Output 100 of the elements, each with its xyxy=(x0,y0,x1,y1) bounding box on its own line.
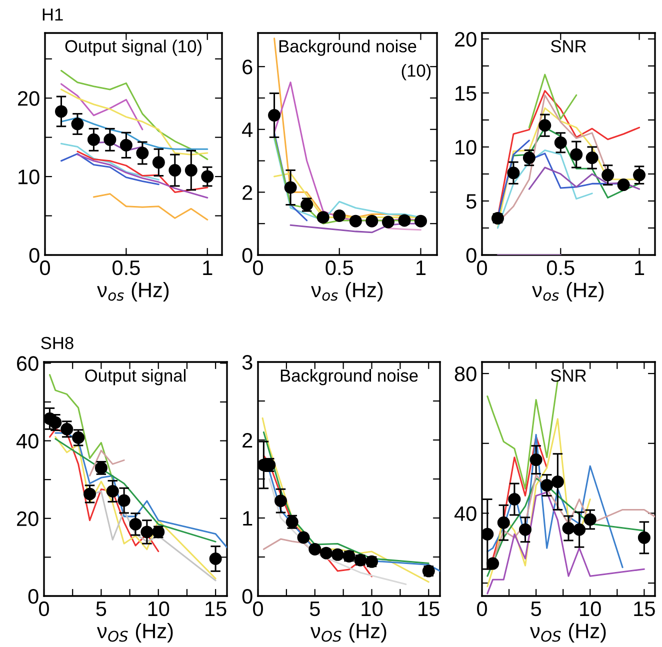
y-tick-label: 0 xyxy=(466,248,476,263)
point xyxy=(284,181,297,194)
x-axis-title: ν$_{os}$ (Hz) xyxy=(311,282,383,302)
y-tick-label: 0 xyxy=(28,589,38,604)
x-tick-label: 15 xyxy=(418,602,440,616)
x-tick-label: 0 xyxy=(40,260,50,276)
point xyxy=(71,118,84,130)
point xyxy=(366,214,378,228)
line-series xyxy=(60,70,208,160)
point xyxy=(87,133,100,146)
point xyxy=(482,528,494,540)
x-tick-label: 0 xyxy=(39,601,49,616)
line-series xyxy=(54,438,216,542)
line-series xyxy=(486,418,591,588)
line-series xyxy=(496,149,593,229)
point xyxy=(414,214,427,228)
point xyxy=(617,178,630,192)
point xyxy=(140,526,154,538)
y-tick-label: 20 xyxy=(455,32,476,47)
point xyxy=(118,494,130,507)
chart-title: Background noise xyxy=(279,40,416,56)
y-tick-label: 40 xyxy=(454,506,476,521)
point xyxy=(136,146,149,160)
x-axis-title: ν$_{os}$ (Hz) xyxy=(97,282,169,302)
point xyxy=(120,138,132,152)
line-series xyxy=(60,116,208,150)
x-tick-label: 0 xyxy=(253,601,263,616)
y-tick-label: 5 xyxy=(466,194,476,209)
x-tick-label: 0.5 xyxy=(326,260,353,276)
x-axis-title: ν$_{OS}$ (Hz) xyxy=(530,623,606,642)
chart-title: SNR xyxy=(550,40,586,52)
point xyxy=(268,109,281,122)
x-tick-label: 0 xyxy=(477,601,487,616)
x-tick-label: 15 xyxy=(634,602,655,616)
chart-title: Background noise xyxy=(280,369,418,386)
x-tick-label: 5 xyxy=(310,602,320,616)
x-tick-label: 1 xyxy=(416,260,426,275)
line-series xyxy=(486,434,624,568)
line-series xyxy=(262,417,430,583)
x-axis-title: ν$_{os}$ (Hz) xyxy=(532,282,604,302)
chart-title: SNR xyxy=(550,369,586,382)
x-axis-title: ν$_{OS}$ (Hz) xyxy=(310,623,386,642)
x-tick-label: 1 xyxy=(203,260,212,275)
x-tick-label: 0 xyxy=(477,260,487,276)
y-tick-label: 6 xyxy=(242,60,252,74)
point xyxy=(104,133,116,146)
point xyxy=(562,522,575,534)
line-series xyxy=(528,166,640,190)
y-tick-label: 80 xyxy=(454,366,476,382)
line-series xyxy=(92,193,208,220)
point xyxy=(586,152,598,164)
chart-title: Output signal xyxy=(85,369,186,386)
point xyxy=(573,523,586,536)
point xyxy=(168,164,182,177)
point xyxy=(184,164,198,177)
y-tick-label: 1 xyxy=(243,511,252,526)
y-tick-label: 20 xyxy=(17,511,38,526)
point xyxy=(349,214,362,228)
x-tick-label: 10 xyxy=(148,601,170,616)
line-series xyxy=(60,88,208,156)
y-tick-label: 10 xyxy=(18,170,40,184)
point xyxy=(274,494,287,508)
x-tick-label: 1 xyxy=(635,260,644,275)
point xyxy=(570,148,583,161)
point xyxy=(72,431,85,444)
y-tick-label: 2 xyxy=(242,433,252,448)
x-tick-label: 5 xyxy=(96,602,106,616)
line-series xyxy=(60,142,160,180)
x-tick-label: 5 xyxy=(531,602,541,616)
point xyxy=(201,170,214,183)
point xyxy=(551,476,564,488)
line-series xyxy=(262,454,373,578)
point xyxy=(638,531,650,544)
line-series xyxy=(528,74,578,128)
chart-title: Output signal (10) xyxy=(65,40,202,56)
y-tick-label: 4 xyxy=(242,122,253,137)
point xyxy=(60,422,74,436)
point xyxy=(398,214,411,227)
y-tick-label: 15 xyxy=(456,86,476,101)
y-tick-label: 60 xyxy=(17,356,38,371)
point xyxy=(602,168,614,182)
point xyxy=(84,488,96,500)
x-axis-title: ν$_{OS}$ (Hz) xyxy=(96,623,173,642)
x-tick-label: 10 xyxy=(362,601,383,616)
point xyxy=(530,454,542,466)
y-tick-label: 10 xyxy=(456,140,476,155)
point xyxy=(519,523,532,536)
y-tick-label: 20 xyxy=(18,91,40,106)
x-tick-label: 0 xyxy=(253,260,263,276)
x-tick-label: 10 xyxy=(580,601,601,616)
point xyxy=(522,152,536,164)
y-tick-label: 3 xyxy=(242,355,252,370)
line-series xyxy=(60,153,160,186)
line-series xyxy=(60,83,144,130)
x-tick-label: 0.5 xyxy=(112,260,140,276)
text: SH8 xyxy=(41,336,74,350)
line-series xyxy=(268,478,407,586)
point xyxy=(497,516,510,529)
y-tick-label: 2 xyxy=(242,185,252,200)
point xyxy=(333,210,346,222)
